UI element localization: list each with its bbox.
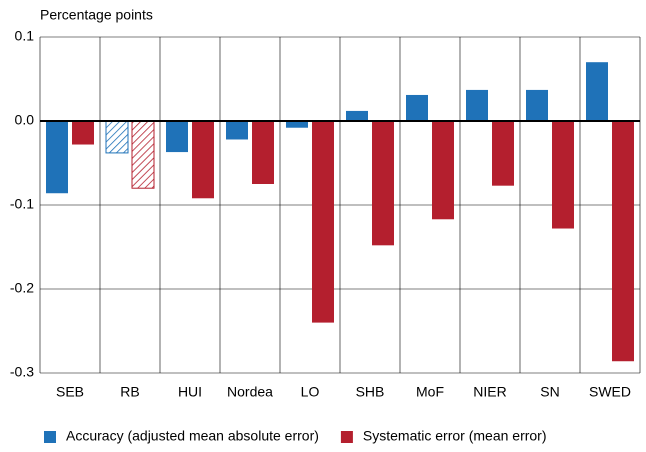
legend-label: Systematic error (mean error) [363,428,547,444]
x-tick-label: Nordea [227,384,273,400]
bar [192,121,214,199]
bar [466,89,488,121]
y-tick-label: -0.3 [10,364,34,380]
bar [131,120,155,189]
bar [105,120,129,154]
legend-swatch [340,431,353,443]
bar [406,94,428,121]
bar [552,121,574,229]
bar [312,121,334,323]
x-tick-label: SN [540,384,559,400]
x-tick-label: MoF [416,384,444,400]
legend-label: Accuracy (adjusted mean absolute error) [66,428,319,444]
bar [526,89,548,121]
bar [46,121,68,194]
x-tick-label: SHB [356,384,385,400]
bar [166,121,188,153]
bar [372,121,394,246]
x-tick-label: RB [120,384,139,400]
bar [252,121,274,184]
bar [586,62,608,121]
x-tick-label: NIER [473,384,506,400]
x-tick-label: LO [301,384,320,400]
bar [226,121,248,140]
bar [492,121,514,186]
legend-swatch [44,431,56,443]
bar [286,121,308,128]
x-tick-label: HUI [178,384,202,400]
bar [72,121,94,145]
y-tick-label: 0.1 [15,28,35,44]
x-tick-label: SEB [56,384,84,400]
bar [432,121,454,220]
y-tick-label: -0.1 [10,196,34,212]
y-axis-label: Percentage points [40,7,153,23]
x-tick-label: SWED [589,384,631,400]
y-tick-label: -0.2 [10,280,34,296]
bar [612,121,634,362]
bar [346,110,368,121]
y-tick-label: 0.0 [15,112,35,128]
